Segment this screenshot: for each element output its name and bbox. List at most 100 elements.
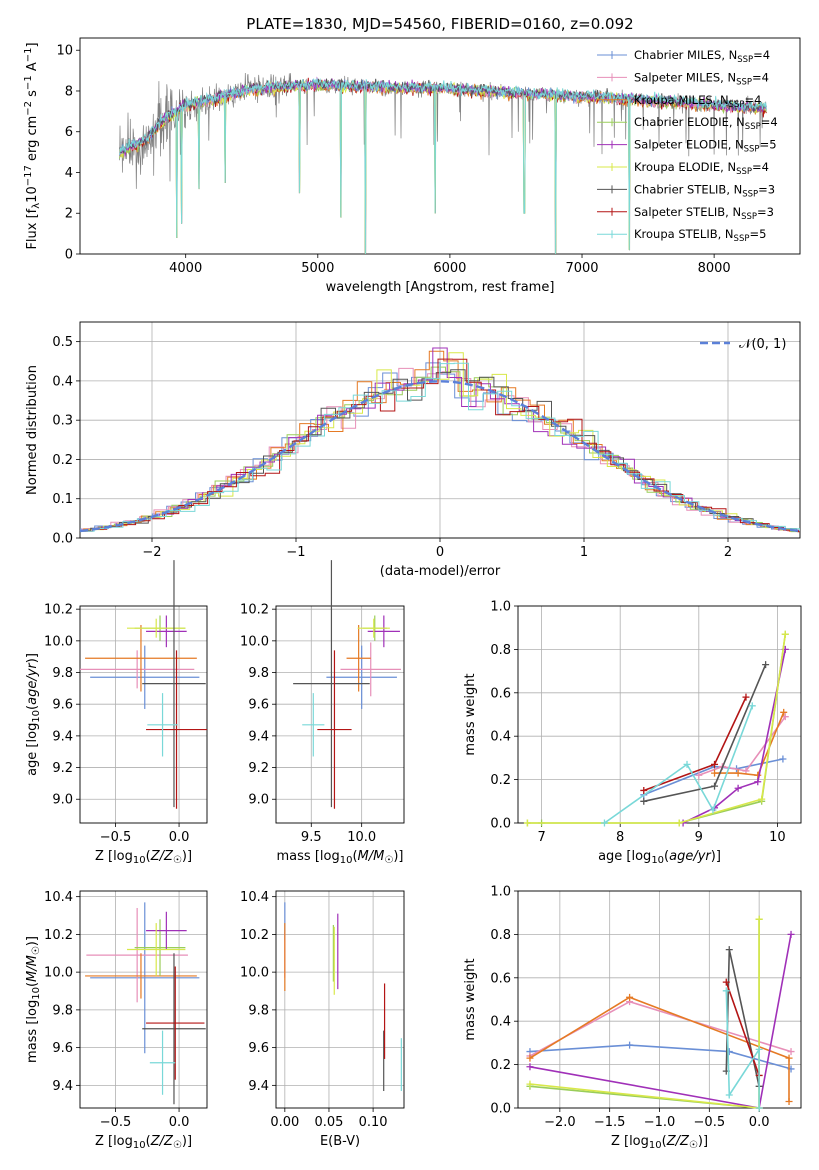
y-tick-label: 9.4 <box>248 729 269 744</box>
label-part: ☉ <box>173 855 182 866</box>
series-kroupa-stelib-line <box>725 990 760 1108</box>
y-tick-label: 9.0 <box>248 793 269 808</box>
y-tick-label: 0.3 <box>52 414 73 429</box>
y-tick-label: 2 <box>65 207 73 222</box>
series-chabrier-stelib-marker <box>725 946 733 954</box>
axes-frame <box>275 890 405 1109</box>
label-part: ] <box>25 42 40 47</box>
x-axis-label: Z [log10(Z/Z☉)] <box>95 849 192 866</box>
series-salpeter-stelib-marker <box>711 760 719 768</box>
label-part: −17 <box>23 165 34 186</box>
label-part: )] <box>25 936 40 946</box>
legend-subscript: SSP <box>745 122 761 132</box>
x-axis-label: Z [log10(Z/Z☉)] <box>95 1134 192 1151</box>
x-tick-label: 8000 <box>698 261 731 276</box>
series-kroupa-miles-marker <box>734 769 742 777</box>
x-tick-label: 10 <box>769 830 786 845</box>
label-part: E(B-V) <box>320 1134 360 1149</box>
series-kroupa-stelib-marker <box>683 760 691 768</box>
legend-entry-label: Kroupa MILES, NSSP=4 <box>634 93 761 110</box>
series-kroupa-stelib-marker <box>722 987 730 995</box>
label-part: −1 <box>23 48 34 63</box>
x-tick-label: 0.05 <box>314 1115 343 1130</box>
legend-tail: =4 <box>752 160 769 174</box>
x-axis-label: wavelength [Angstrom, rest frame] <box>326 280 555 295</box>
x-tick-label: 7 <box>537 830 545 845</box>
label-part: )] <box>182 1134 192 1149</box>
legend-text: Chabrier ELODIE, N <box>634 115 745 129</box>
label-part: 10 <box>25 186 40 203</box>
series-kroupa-stelib-marker <box>755 1104 763 1112</box>
series-chabrier-stelib-marker <box>711 782 719 790</box>
y-tick-label: 0.4 <box>52 374 73 389</box>
y-tick-label: 0.2 <box>490 1058 511 1073</box>
y-tick-label: 10.4 <box>240 890 269 905</box>
label-part: 10 <box>31 710 42 723</box>
label-part: 10 <box>340 855 353 866</box>
series-kroupa-elodie-marker <box>755 915 763 923</box>
axes-frame <box>275 605 405 824</box>
x-tick-label: −1.5 <box>594 1115 626 1130</box>
label-part: )] <box>711 849 721 864</box>
series-chabrier-stelib-marker <box>762 661 770 669</box>
y-tick-label: 0.5 <box>52 335 73 350</box>
series-salpeter-stelib-marker <box>640 786 648 794</box>
legend-tail: =5 <box>760 138 777 152</box>
legend-text: Salpeter ELODIE, N <box>634 138 744 152</box>
y-tick-label: 10.2 <box>240 603 269 618</box>
x-tick-label: −1.0 <box>644 1115 676 1130</box>
series-salpeter-miles-marker <box>781 713 789 721</box>
label-part: mass [log <box>277 849 340 864</box>
series-salpeter-elodie-marker <box>754 778 762 786</box>
series-kroupa-miles-marker <box>785 1054 793 1062</box>
label-part: ☉ <box>31 946 42 955</box>
legend-tail: =4 <box>753 48 770 62</box>
label-part: ( <box>664 849 669 864</box>
series-salpeter-elodie-marker <box>526 1063 534 1071</box>
y-tick-label: 9.6 <box>248 698 269 713</box>
label-part: 10 <box>651 855 664 866</box>
label-part: age [log <box>598 849 651 864</box>
series-salpeter-elodie-marker <box>734 784 742 792</box>
y-tick-label: 10.2 <box>44 603 73 618</box>
y-axis-label: mass [log10(M/M☉)] <box>25 936 42 1063</box>
legend-subscript: SSP <box>729 100 745 110</box>
x-tick-label: 10.0 <box>347 830 376 845</box>
y-tick-label: 4 <box>65 166 73 181</box>
label-part: ( <box>352 849 357 864</box>
y-axis-label: mass weight <box>463 958 478 1040</box>
series-chabrier-miles-marker <box>626 1041 634 1049</box>
series-chabrier-stelib-line <box>725 949 760 1087</box>
label-part: Z/Z <box>150 1134 174 1149</box>
legend-text: Kroupa ELODIE, N <box>634 160 736 174</box>
x-tick-label: 5000 <box>301 261 334 276</box>
legend-entry-label: Chabrier ELODIE, NSSP=4 <box>634 115 778 132</box>
label-part: age/yr <box>669 849 712 864</box>
series-kroupa-elodie-marker <box>758 795 766 803</box>
series-kroupa-stelib-marker <box>725 1091 733 1099</box>
series-salpeter-stelib-line <box>643 696 747 792</box>
y-tick-label: 9.8 <box>248 666 269 681</box>
series-kroupa-miles-line <box>529 996 790 1102</box>
label-part: −1 <box>23 75 34 90</box>
x-tick-label: 6000 <box>433 261 466 276</box>
y-tick-label: 9.6 <box>248 1041 269 1056</box>
x-tick-label: 1 <box>580 545 588 560</box>
label-part: 10 <box>31 987 42 1000</box>
series-kroupa-stelib-marker <box>748 702 756 710</box>
y-tick-label: 0 <box>65 248 73 263</box>
x-tick-label: 9 <box>695 830 703 845</box>
x-axis-label: E(B-V) <box>320 1134 360 1149</box>
y-tick-label: 10.0 <box>240 966 269 981</box>
label-part: Z/Z <box>666 1134 690 1149</box>
label-part: Z [log <box>95 1134 133 1149</box>
y-tick-label: 1.0 <box>490 885 511 900</box>
series-salpeter-stelib-line <box>725 981 760 1076</box>
x-axis-label: age [log10(age/yr)] <box>598 849 721 866</box>
y-tick-label: 10.2 <box>44 928 73 943</box>
label-part: M/M <box>358 849 385 864</box>
series-kroupa-elodie-marker <box>675 819 683 827</box>
y-axis-label: mass weight <box>463 673 478 755</box>
label-part: Flux [f <box>25 208 40 249</box>
